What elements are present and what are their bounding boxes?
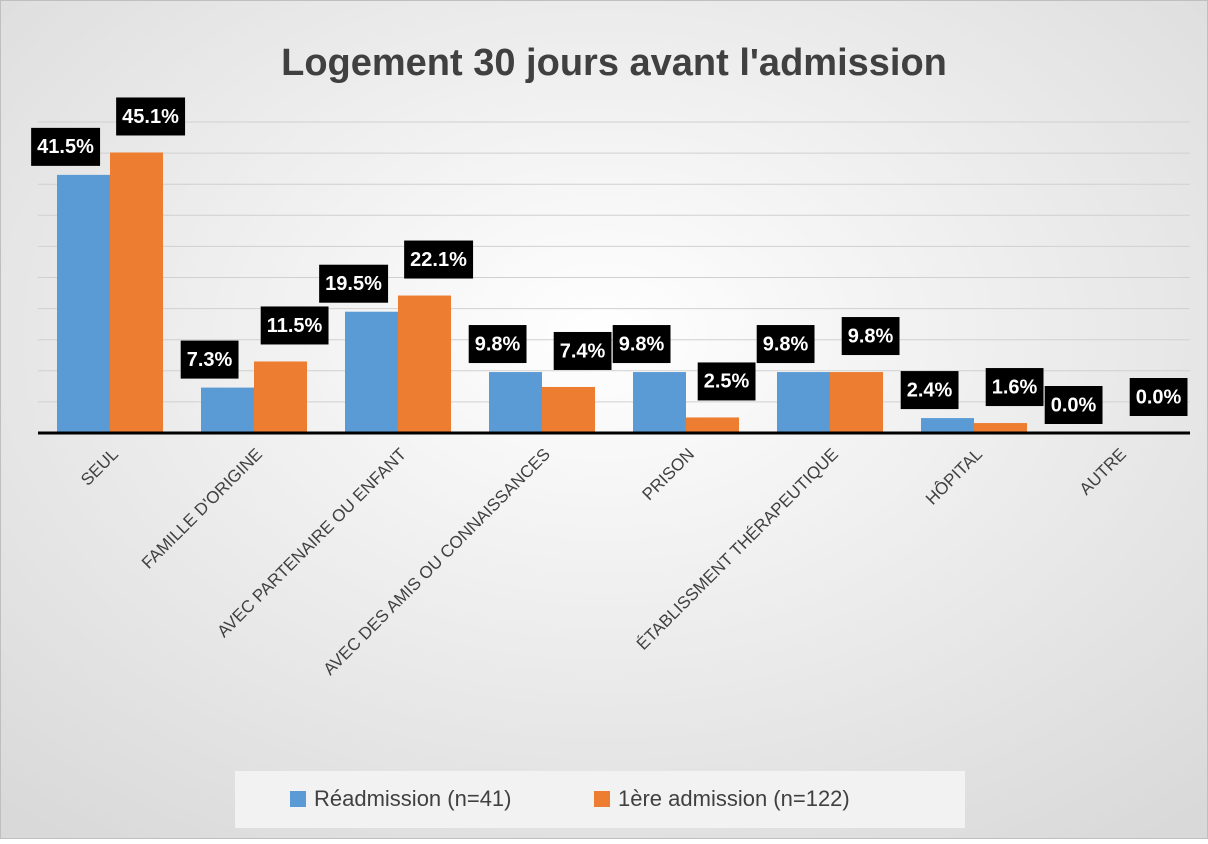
data-label-box bbox=[841, 317, 900, 356]
bar bbox=[489, 372, 542, 433]
legend-swatch bbox=[290, 791, 306, 807]
data-label-box bbox=[553, 331, 612, 370]
data-label: 19.5% bbox=[325, 273, 382, 295]
bar bbox=[633, 372, 686, 433]
legend-label: Réadmission (n=41) bbox=[314, 786, 511, 811]
data-label-box bbox=[260, 306, 329, 345]
data-label-box bbox=[697, 362, 756, 401]
data-label-box bbox=[612, 325, 671, 364]
bar bbox=[921, 418, 974, 433]
data-label-box bbox=[319, 264, 389, 303]
bar bbox=[110, 152, 163, 433]
data-label-box bbox=[985, 368, 1044, 407]
bar bbox=[254, 361, 307, 433]
bar bbox=[830, 372, 883, 433]
data-label: 9.8% bbox=[763, 333, 809, 355]
data-label: 11.5% bbox=[267, 315, 323, 337]
chart-title: Logement 30 jours avant l'admission bbox=[281, 42, 947, 84]
data-label-box bbox=[1044, 386, 1103, 424]
bar bbox=[777, 372, 830, 433]
data-label-box bbox=[404, 240, 474, 279]
data-label: 0.0% bbox=[1051, 394, 1097, 416]
data-label: 41.5% bbox=[37, 136, 94, 158]
data-label: 7.3% bbox=[187, 349, 233, 371]
data-label-box bbox=[180, 340, 239, 379]
data-label: 7.4% bbox=[560, 340, 606, 362]
data-label-box bbox=[31, 127, 101, 166]
data-label: 45.1% bbox=[122, 106, 179, 128]
data-label-box bbox=[1129, 378, 1188, 416]
data-label: 22.1% bbox=[410, 249, 467, 271]
bar bbox=[345, 311, 398, 433]
data-label-box bbox=[756, 325, 815, 364]
bar bbox=[686, 417, 739, 433]
data-label-box bbox=[116, 97, 186, 136]
data-label: 9.8% bbox=[475, 333, 521, 355]
data-label-box bbox=[900, 371, 959, 410]
legend-swatch bbox=[594, 791, 610, 807]
data-label-box bbox=[468, 325, 527, 364]
bar bbox=[542, 386, 595, 433]
data-label: 9.8% bbox=[848, 325, 894, 347]
legend-label: 1ère admission (n=122) bbox=[618, 786, 850, 811]
data-label: 9.8% bbox=[619, 333, 665, 355]
data-label: 0.0% bbox=[1136, 386, 1182, 408]
bar bbox=[57, 174, 110, 433]
data-label: 2.5% bbox=[704, 371, 750, 393]
bar bbox=[974, 423, 1027, 433]
bar bbox=[201, 387, 254, 433]
data-label: 2.4% bbox=[907, 379, 953, 401]
data-label: 1.6% bbox=[992, 376, 1038, 398]
bar bbox=[398, 295, 451, 433]
